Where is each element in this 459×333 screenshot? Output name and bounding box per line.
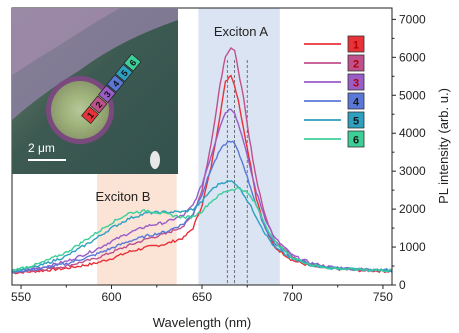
legend-swatch-1 bbox=[347, 35, 365, 53]
svg-text:3: 3 bbox=[102, 89, 113, 99]
legend-swatch-6 bbox=[347, 130, 365, 148]
y-axis-ticks: 0 1000 2000 3000 4000 5000 6000 7000 bbox=[392, 12, 426, 292]
svg-text:2: 2 bbox=[93, 100, 104, 110]
legend-label-6: 6 bbox=[353, 135, 359, 147]
inset-marker-1: 1 bbox=[81, 106, 99, 124]
legend: 1 2 3 4 5 6 bbox=[304, 35, 365, 148]
series-line-6 bbox=[12, 186, 392, 273]
legend-swatch-5 bbox=[347, 111, 365, 129]
y-tick-label: 7000 bbox=[399, 12, 426, 26]
legend-label-3: 3 bbox=[353, 78, 359, 90]
y-axis-label: PL intensity (arb. u.) bbox=[436, 88, 451, 204]
y-tick-label: 0 bbox=[399, 278, 406, 292]
x-tick-label: 650 bbox=[192, 290, 212, 304]
x-axis-ticks: 550 600 650 700 750 bbox=[11, 285, 393, 304]
series-line-5 bbox=[12, 180, 392, 274]
x-tick-label: 550 bbox=[11, 290, 31, 304]
y-tick-label: 1000 bbox=[399, 240, 426, 254]
legend-swatch-2 bbox=[347, 54, 365, 72]
legend-swatch-4 bbox=[347, 92, 365, 110]
inset-marker-4: 4 bbox=[106, 74, 125, 93]
y-tick-label: 3000 bbox=[399, 164, 426, 178]
x-axis-label: Wavelength (nm) bbox=[153, 315, 252, 330]
inset-upper-band bbox=[12, 8, 120, 75]
svg-text:4: 4 bbox=[110, 79, 121, 89]
legend-label-4: 4 bbox=[353, 97, 360, 109]
reference-lines bbox=[226, 60, 248, 285]
inset-marker-2: 2 bbox=[89, 95, 108, 114]
x-tick-label: 600 bbox=[102, 290, 122, 304]
inset-marker-5: 5 bbox=[115, 64, 133, 82]
y-tick-label: 6000 bbox=[399, 50, 426, 64]
y-tick-label: 5000 bbox=[399, 88, 426, 102]
x-tick-label: 700 bbox=[282, 290, 302, 304]
legend-label-5: 5 bbox=[353, 116, 359, 128]
exciton-a-label: Exciton A bbox=[214, 24, 269, 39]
svg-text:6: 6 bbox=[127, 58, 138, 68]
exciton-b-label: Exciton B bbox=[96, 189, 151, 204]
flake bbox=[51, 81, 109, 139]
scale-bar-label: 2 μm bbox=[28, 141, 55, 155]
spectra-curves bbox=[12, 47, 392, 275]
inset-spot bbox=[150, 151, 160, 169]
inset-marker-6: 6 bbox=[123, 53, 142, 72]
legend-label-2: 2 bbox=[353, 59, 359, 71]
svg-text:5: 5 bbox=[119, 68, 130, 78]
y-tick-label: 2000 bbox=[399, 202, 426, 216]
svg-text:1: 1 bbox=[85, 110, 96, 120]
legend-swatch-3 bbox=[347, 73, 365, 91]
x-tick-label: 750 bbox=[373, 290, 393, 304]
inset-marker-3: 3 bbox=[98, 85, 116, 103]
legend-label-1: 1 bbox=[353, 40, 359, 52]
region-band-a bbox=[198, 8, 280, 285]
y-tick-label: 4000 bbox=[399, 126, 426, 140]
series-line-4 bbox=[12, 140, 392, 274]
